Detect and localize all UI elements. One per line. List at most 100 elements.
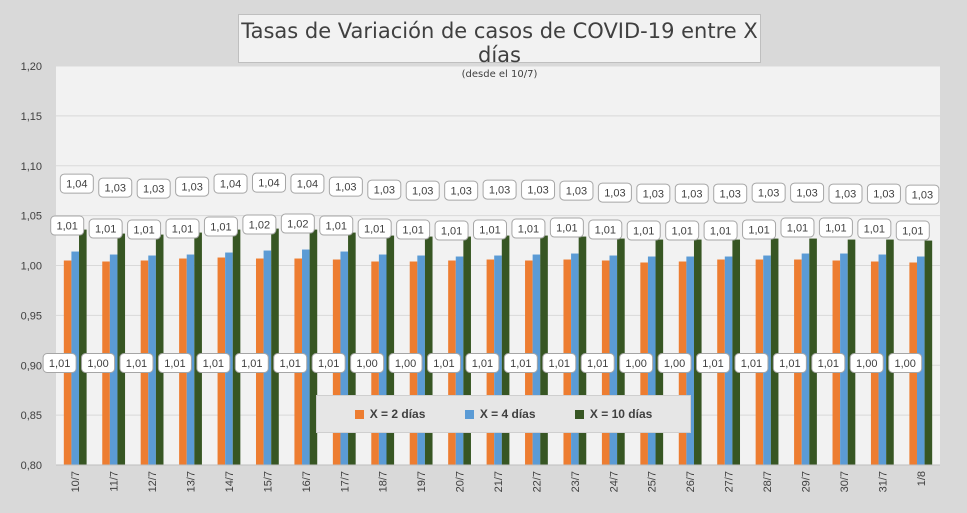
data-label: 1,01 [241, 358, 262, 370]
chart-subtitle: (desde el 10/7) [239, 69, 760, 80]
data-label: 1,01 [587, 358, 608, 370]
data-label: 1,03 [412, 186, 433, 198]
bar-x10 [886, 240, 894, 465]
legend-label-x4: X = 4 días [480, 407, 536, 421]
x-tick-label: 11/7 [109, 471, 121, 492]
data-label: 1,03 [719, 189, 740, 201]
data-label: 1,01 [787, 223, 808, 235]
data-label: 1,03 [643, 189, 664, 201]
data-label: 1,01 [549, 358, 570, 370]
y-tick-label: 0,85 [21, 410, 42, 422]
data-label: 1,01 [318, 358, 339, 370]
x-tick-label: 20/7 [455, 471, 467, 492]
data-label: 1,01 [49, 358, 70, 370]
x-tick-label: 13/7 [186, 471, 198, 492]
data-label: 1,01 [710, 226, 731, 238]
data-label: 1,03 [450, 186, 471, 198]
x-tick-label: 16/7 [301, 471, 313, 492]
y-tick-label: 1,05 [21, 211, 42, 223]
data-label: 1,01 [164, 358, 185, 370]
legend-item-x4: X = 4 días [465, 407, 536, 421]
data-label: 1,03 [912, 190, 933, 202]
data-label: 1,01 [172, 224, 193, 236]
data-label: 1,01 [595, 225, 616, 237]
x-tick-label: 18/7 [378, 471, 390, 492]
y-tick-label: 0,95 [21, 310, 42, 322]
legend: X = 2 días X = 4 días X = 10 días [316, 395, 691, 433]
bar-x10 [79, 230, 87, 465]
data-label: 1,01 [326, 221, 347, 233]
data-label: 1,01 [556, 223, 577, 235]
y-tick-label: 0,90 [21, 360, 42, 372]
x-tick-label: 25/7 [647, 471, 659, 492]
x-tick-label: 26/7 [685, 471, 697, 492]
x-tick-label: 15/7 [262, 471, 274, 492]
data-label: 1,04 [297, 179, 318, 191]
data-label: 1,01 [472, 358, 493, 370]
data-label: 1,03 [489, 185, 510, 197]
legend-swatch-x2 [355, 410, 364, 419]
x-tick-label: 22/7 [531, 471, 543, 492]
data-label: 1,04 [220, 179, 241, 191]
data-label: 1,00 [894, 358, 915, 370]
data-label: 1,03 [527, 185, 548, 197]
data-label: 1,03 [374, 185, 395, 197]
data-label: 1,01 [433, 358, 454, 370]
data-label: 1,01 [902, 226, 923, 238]
bar-x10 [194, 233, 202, 465]
data-label: 1,04 [66, 179, 87, 191]
chart-title: Tasas de Variación de casos de COVID-19 … [239, 19, 760, 67]
x-tick-label: 19/7 [416, 471, 428, 492]
data-label: 1,00 [625, 358, 646, 370]
data-label: 1,00 [356, 358, 377, 370]
data-label: 1,01 [741, 358, 762, 370]
y-tick-label: 1,10 [21, 161, 42, 173]
x-tick-label: 17/7 [339, 471, 351, 492]
x-tick-label: 30/7 [839, 471, 851, 492]
data-label: 1,01 [748, 225, 769, 237]
bar-x10 [771, 239, 779, 465]
data-label: 1,03 [758, 188, 779, 200]
y-tick-label: 1,20 [21, 61, 42, 73]
x-tick-label: 27/7 [724, 471, 736, 492]
x-tick-label: 10/7 [70, 471, 82, 492]
data-label: 1,03 [796, 188, 817, 200]
data-label: 1,01 [441, 226, 462, 238]
data-label: 1,01 [210, 222, 231, 234]
bar-x10 [848, 240, 856, 465]
x-tick-label: 23/7 [570, 471, 582, 492]
data-label: 1,02 [249, 220, 270, 232]
data-label: 1,01 [364, 224, 385, 236]
data-label: 1,01 [95, 224, 116, 236]
x-tick-label: 31/7 [877, 471, 889, 492]
bar-x10 [809, 239, 817, 465]
data-label: 1,00 [664, 358, 685, 370]
chart-title-box: Tasas de Variación de casos de COVID-19 … [238, 14, 761, 63]
y-tick-label: 0,80 [21, 460, 42, 472]
legend-label-x10: X = 10 días [590, 407, 652, 421]
y-tick-label: 1,00 [21, 261, 42, 273]
data-label: 1,04 [258, 178, 279, 190]
bar-x10 [732, 240, 740, 465]
data-label: 1,00 [395, 358, 416, 370]
data-label: 1,01 [702, 358, 723, 370]
legend-swatch-x4 [465, 410, 474, 419]
data-label: 1,01 [825, 223, 846, 235]
data-label: 1,00 [856, 358, 877, 370]
x-tick-label: 21/7 [493, 471, 505, 492]
bar-x10 [925, 241, 933, 465]
data-label: 1,03 [604, 188, 625, 200]
data-label: 1,01 [203, 358, 224, 370]
x-tick-label: 24/7 [608, 471, 620, 492]
data-label: 1,01 [818, 358, 839, 370]
data-label: 1,03 [873, 189, 894, 201]
data-label: 1,01 [518, 224, 539, 236]
data-label: 1,02 [287, 219, 308, 231]
x-tick-label: 28/7 [762, 471, 774, 492]
data-label: 1,01 [402, 225, 423, 237]
bar-x10 [694, 240, 702, 465]
legend-swatch-x10 [575, 410, 584, 419]
bar-x10 [271, 229, 279, 465]
y-tick-label: 1,15 [21, 111, 42, 123]
data-label: 1,03 [835, 189, 856, 201]
